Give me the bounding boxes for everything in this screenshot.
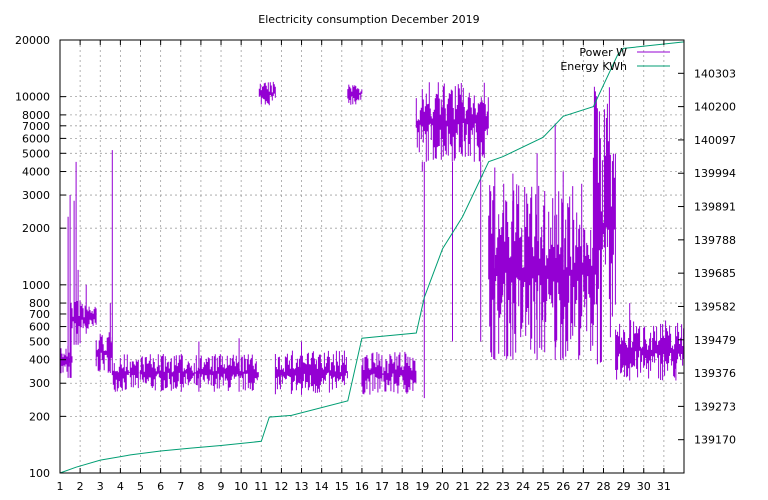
x-tick-label: 21 xyxy=(456,480,470,493)
y-left-tick-label: 20000 xyxy=(15,34,50,47)
x-tick-label: 25 xyxy=(536,480,550,493)
x-tick-label: 20 xyxy=(435,480,449,493)
y-right-tick-label: 139685 xyxy=(694,267,736,280)
x-tick-label: 13 xyxy=(295,480,309,493)
y-left-tick-label: 5000 xyxy=(22,147,50,160)
x-tick-label: 28 xyxy=(596,480,610,493)
y-left-tick-label: 3000 xyxy=(22,189,50,202)
y-left-tick-label: 700 xyxy=(29,308,50,321)
legend-label: Power W xyxy=(579,46,627,59)
x-tick-label: 31 xyxy=(657,480,671,493)
y-right-tick-label: 139170 xyxy=(694,434,736,447)
y-left-tick-label: 800 xyxy=(29,297,50,310)
y-left-tick-label: 1000 xyxy=(22,279,50,292)
series-energy-kwh xyxy=(59,41,685,474)
y-right-tick-label: 139376 xyxy=(694,367,736,380)
legend-label: Energy KWh xyxy=(560,60,627,73)
y-left-tick-label: 6000 xyxy=(22,132,50,145)
y-left-tick-label: 10000 xyxy=(15,91,50,104)
x-tick-label: 19 xyxy=(415,480,429,493)
y-left-tick-label: 200 xyxy=(29,410,50,423)
x-tick-label: 7 xyxy=(177,480,184,493)
x-tick-label: 12 xyxy=(274,480,288,493)
x-tick-label: 26 xyxy=(556,480,570,493)
y-left-tick-label: 500 xyxy=(29,335,50,348)
x-tick-label: 22 xyxy=(476,480,490,493)
x-tick-label: 5 xyxy=(137,480,144,493)
y-right-tick-label: 139994 xyxy=(694,167,736,180)
x-tick-label: 23 xyxy=(496,480,510,493)
x-tick-label: 16 xyxy=(355,480,369,493)
y-left-tick-label: 600 xyxy=(29,321,50,334)
x-tick-label: 3 xyxy=(97,480,104,493)
x-tick-label: 9 xyxy=(218,480,225,493)
y-right-tick-label: 139891 xyxy=(694,201,736,214)
y-left-tick-label: 100 xyxy=(29,467,50,480)
y-left-tick-label: 400 xyxy=(29,354,50,367)
y-right-tick-label: 139788 xyxy=(694,234,736,247)
y-right-tick-label: 140303 xyxy=(694,67,736,80)
x-tick-label: 14 xyxy=(315,480,329,493)
x-tick-label: 8 xyxy=(197,480,204,493)
y-left-tick-label: 7000 xyxy=(22,120,50,133)
y-left-tick-label: 8000 xyxy=(22,109,50,122)
x-tick-label: 17 xyxy=(375,480,389,493)
y-right-tick-label: 139479 xyxy=(694,334,736,347)
y-left-tick-label: 300 xyxy=(29,377,50,390)
x-tick-label: 11 xyxy=(254,480,268,493)
axes: 1 2 3 4 5 6 7 8 9 10 11 12 13 14 15 16 17 18 19 20 21 22 23 24 2… xyxy=(15,34,736,493)
x-tick-label: 18 xyxy=(395,480,409,493)
x-tick-label: 4 xyxy=(117,480,124,493)
x-tick-label: 27 xyxy=(576,480,590,493)
y-right-tick-label: 140200 xyxy=(694,101,736,114)
x-tick-label: 29 xyxy=(617,480,631,493)
chart-title: Electricity consumption December 2019 xyxy=(258,13,479,26)
y-right-tick-label: 139273 xyxy=(694,400,736,413)
y-right-tick-label: 140097 xyxy=(694,134,736,147)
plot-border xyxy=(59,39,685,474)
x-tick-label: 24 xyxy=(516,480,530,493)
x-tick-label: 6 xyxy=(157,480,164,493)
y-left-tick-label: 4000 xyxy=(22,166,50,179)
x-tick-label: 30 xyxy=(637,480,651,493)
x-tick-label: 1 xyxy=(57,480,64,493)
x-tick-label: 15 xyxy=(335,480,349,493)
y-left-tick-label: 2000 xyxy=(22,222,50,235)
x-tick-label: 2 xyxy=(77,480,84,493)
y-right-tick-label: 139582 xyxy=(694,300,736,313)
x-tick-label: 10 xyxy=(234,480,248,493)
